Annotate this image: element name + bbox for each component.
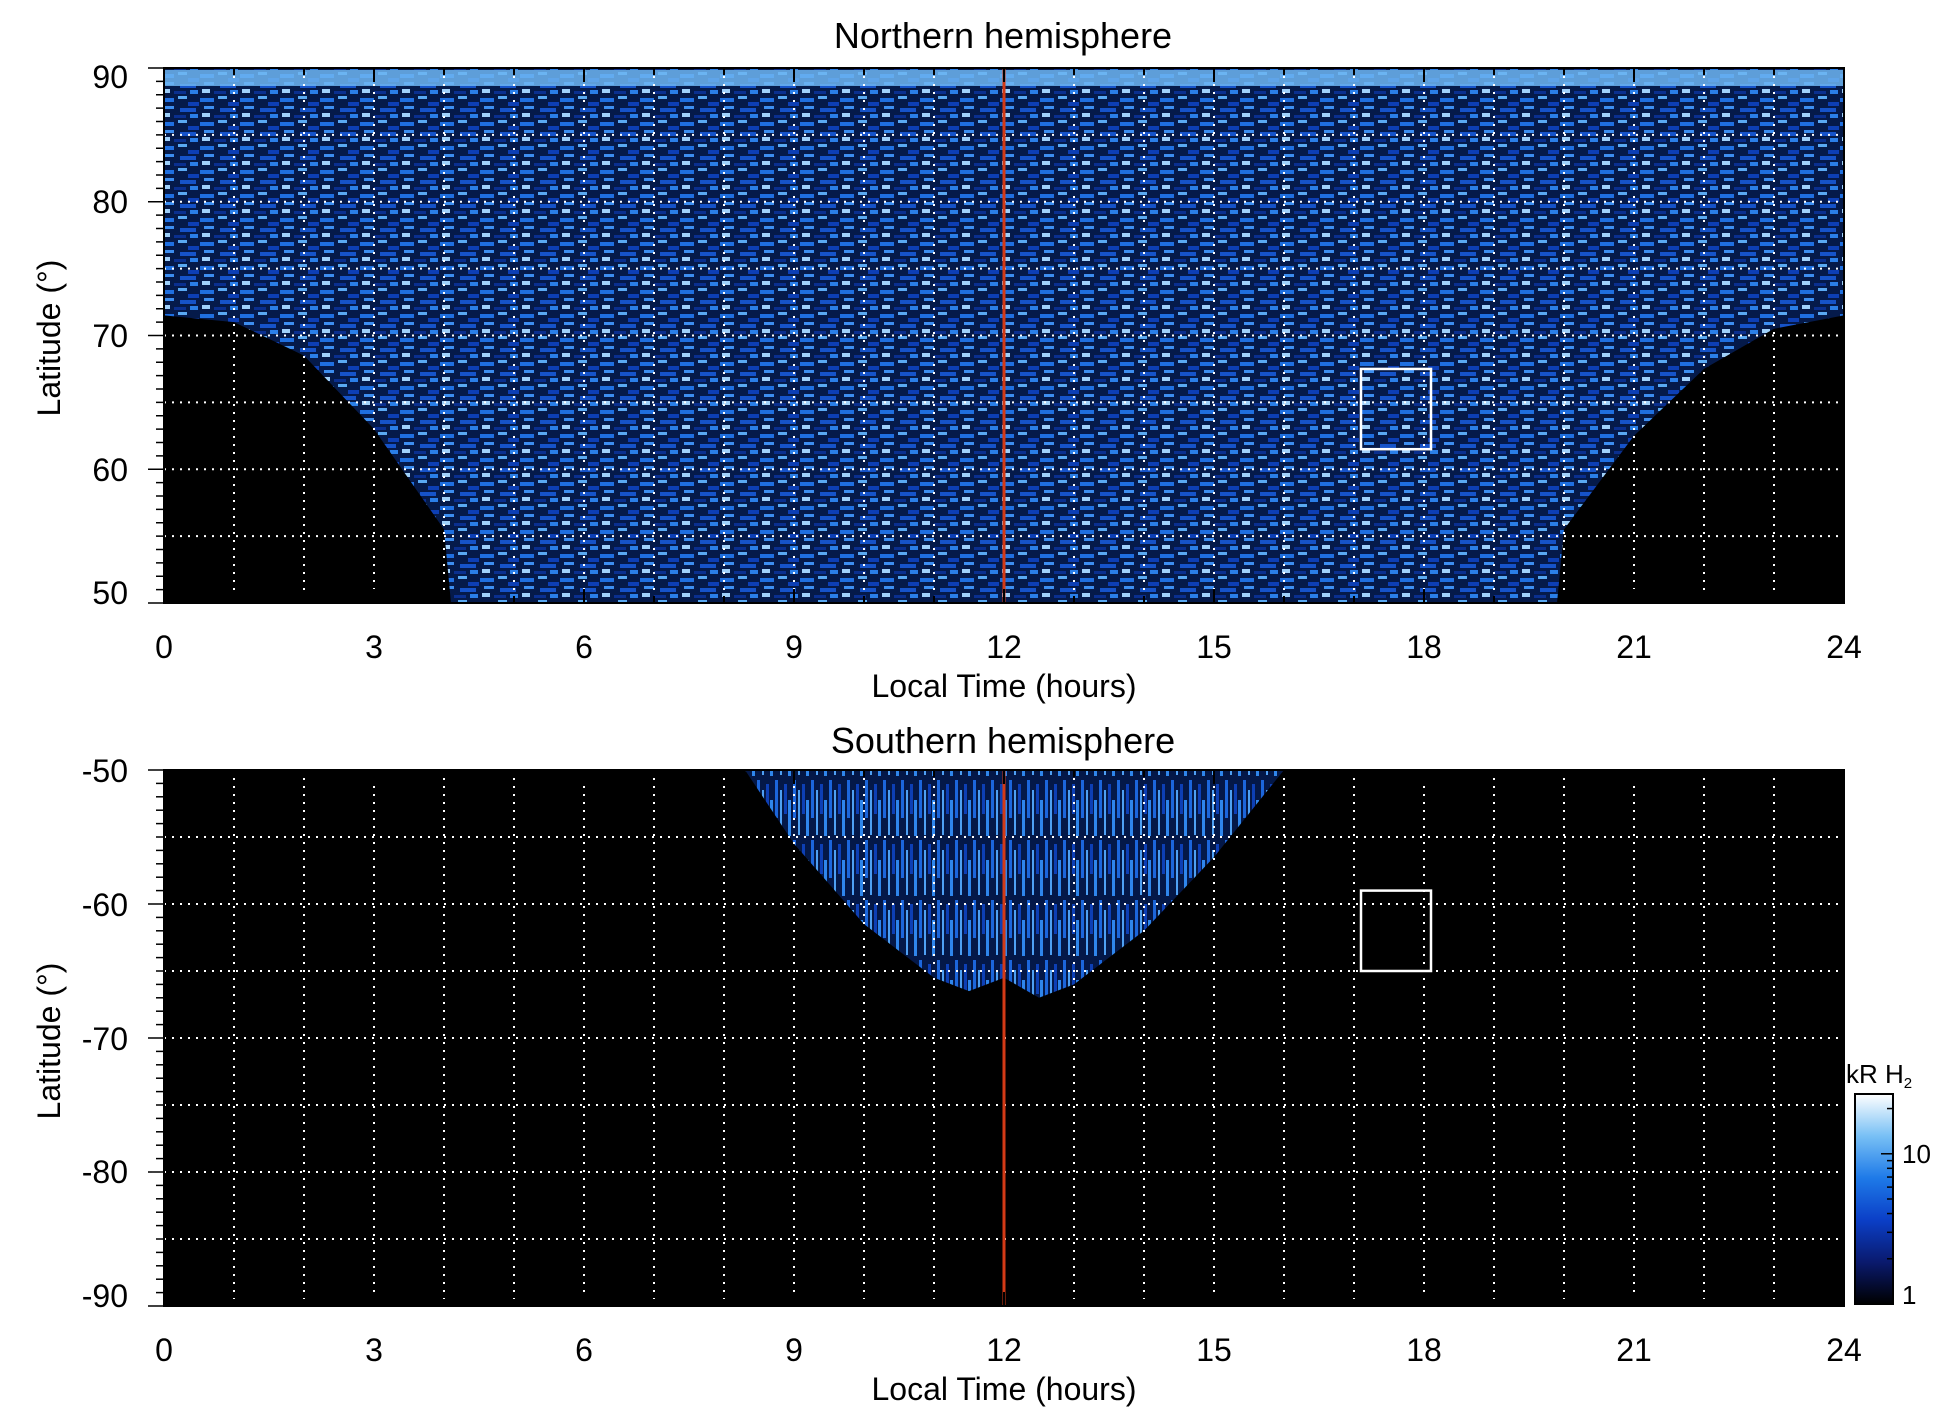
colorbar-label: kR H2 [1846,1059,1912,1092]
north-title: Northern hemisphere [834,15,1172,56]
south-x-tick-5: 15 [1196,1332,1232,1368]
south-ticks [148,769,1845,1307]
south-x-tick-0: 0 [155,1332,173,1368]
south-x-tick-8: 24 [1826,1332,1862,1368]
south-x-tick-3: 9 [785,1332,803,1368]
north-x-tick-4: 12 [986,629,1022,665]
south-y-tick-3: -60 [82,887,128,923]
north-x-tick-3: 9 [785,629,803,665]
north-x-tick-1: 3 [365,629,383,665]
colorbar-label-main: kR H [1846,1059,1904,1089]
north-y-tick-3: 80 [92,184,128,220]
south-y-axis-label: Latitude (°) [31,963,67,1120]
north-y-axis-label: Latitude (°) [31,260,67,417]
north-x-axis-label: Local Time (hours) [872,668,1137,704]
north-ticks [148,67,1845,604]
north-y-tick-1: 60 [92,452,128,488]
south-x-tick-2: 6 [575,1332,593,1368]
north-x-tick-8: 24 [1826,629,1862,665]
north-region-box [1359,367,1433,451]
colorbar: kR H2 10 1 [1846,1059,1931,1310]
north-panel: Northern hemisphere 0 3 6 9 12 15 18 21 … [31,15,1862,704]
south-x-axis-label: Local Time (hours) [872,1371,1137,1407]
north-x-tick-6: 18 [1406,629,1442,665]
colorbar-label-subscript: 2 [1904,1075,1912,1092]
south-x-tick-6: 18 [1406,1332,1442,1368]
south-y-tick-0: -90 [82,1278,128,1314]
north-x-tick-0: 0 [155,629,173,665]
north-x-tick-7: 21 [1616,629,1652,665]
colorbar-ticks [1881,1107,1893,1260]
colorbar-tick-label-10: 10 [1902,1139,1931,1169]
north-y-tick-0: 50 [92,575,128,611]
north-x-tick-2: 6 [575,629,593,665]
south-x-tick-4: 12 [986,1332,1022,1368]
north-y-tick-4: 90 [92,59,128,95]
south-panel: Southern hemisphere 0 3 6 9 12 15 18 21 … [31,720,1862,1407]
north-y-tick-2: 70 [92,318,128,354]
colorbar-tick-label-1: 1 [1902,1280,1916,1310]
south-title: Southern hemisphere [831,720,1175,761]
south-y-tick-4: -50 [82,753,128,789]
north-x-tick-5: 15 [1196,629,1232,665]
south-x-tick-1: 3 [365,1332,383,1368]
south-x-tick-7: 21 [1616,1332,1652,1368]
south-y-tick-1: -80 [82,1154,128,1190]
south-region-box [1359,889,1433,973]
south-y-tick-2: -70 [82,1021,128,1057]
south-coverage-area [745,770,1284,998]
